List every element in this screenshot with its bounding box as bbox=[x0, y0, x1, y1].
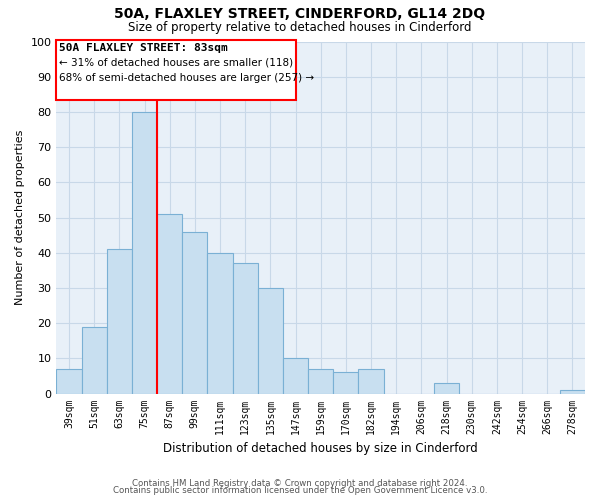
Bar bbox=[333, 372, 358, 394]
Bar bbox=[107, 249, 132, 394]
Text: 68% of semi-detached houses are larger (257) →: 68% of semi-detached houses are larger (… bbox=[59, 73, 314, 83]
Bar bbox=[434, 383, 459, 394]
Bar bbox=[258, 288, 283, 394]
Bar bbox=[560, 390, 585, 394]
Bar bbox=[283, 358, 308, 394]
Bar bbox=[56, 369, 82, 394]
Bar bbox=[82, 326, 107, 394]
Bar bbox=[208, 252, 233, 394]
Y-axis label: Number of detached properties: Number of detached properties bbox=[15, 130, 25, 305]
Bar bbox=[308, 369, 333, 394]
Bar bbox=[358, 369, 383, 394]
Bar bbox=[233, 264, 258, 394]
Text: 50A FLAXLEY STREET: 83sqm: 50A FLAXLEY STREET: 83sqm bbox=[59, 42, 227, 52]
Bar bbox=[132, 112, 157, 394]
Text: Contains public sector information licensed under the Open Government Licence v3: Contains public sector information licen… bbox=[113, 486, 487, 495]
Text: Contains HM Land Registry data © Crown copyright and database right 2024.: Contains HM Land Registry data © Crown c… bbox=[132, 478, 468, 488]
Text: Size of property relative to detached houses in Cinderford: Size of property relative to detached ho… bbox=[128, 21, 472, 34]
Text: ← 31% of detached houses are smaller (118): ← 31% of detached houses are smaller (11… bbox=[59, 58, 293, 68]
FancyBboxPatch shape bbox=[56, 40, 296, 100]
Text: 50A, FLAXLEY STREET, CINDERFORD, GL14 2DQ: 50A, FLAXLEY STREET, CINDERFORD, GL14 2D… bbox=[115, 8, 485, 22]
Bar bbox=[157, 214, 182, 394]
Bar bbox=[182, 232, 208, 394]
X-axis label: Distribution of detached houses by size in Cinderford: Distribution of detached houses by size … bbox=[163, 442, 478, 455]
